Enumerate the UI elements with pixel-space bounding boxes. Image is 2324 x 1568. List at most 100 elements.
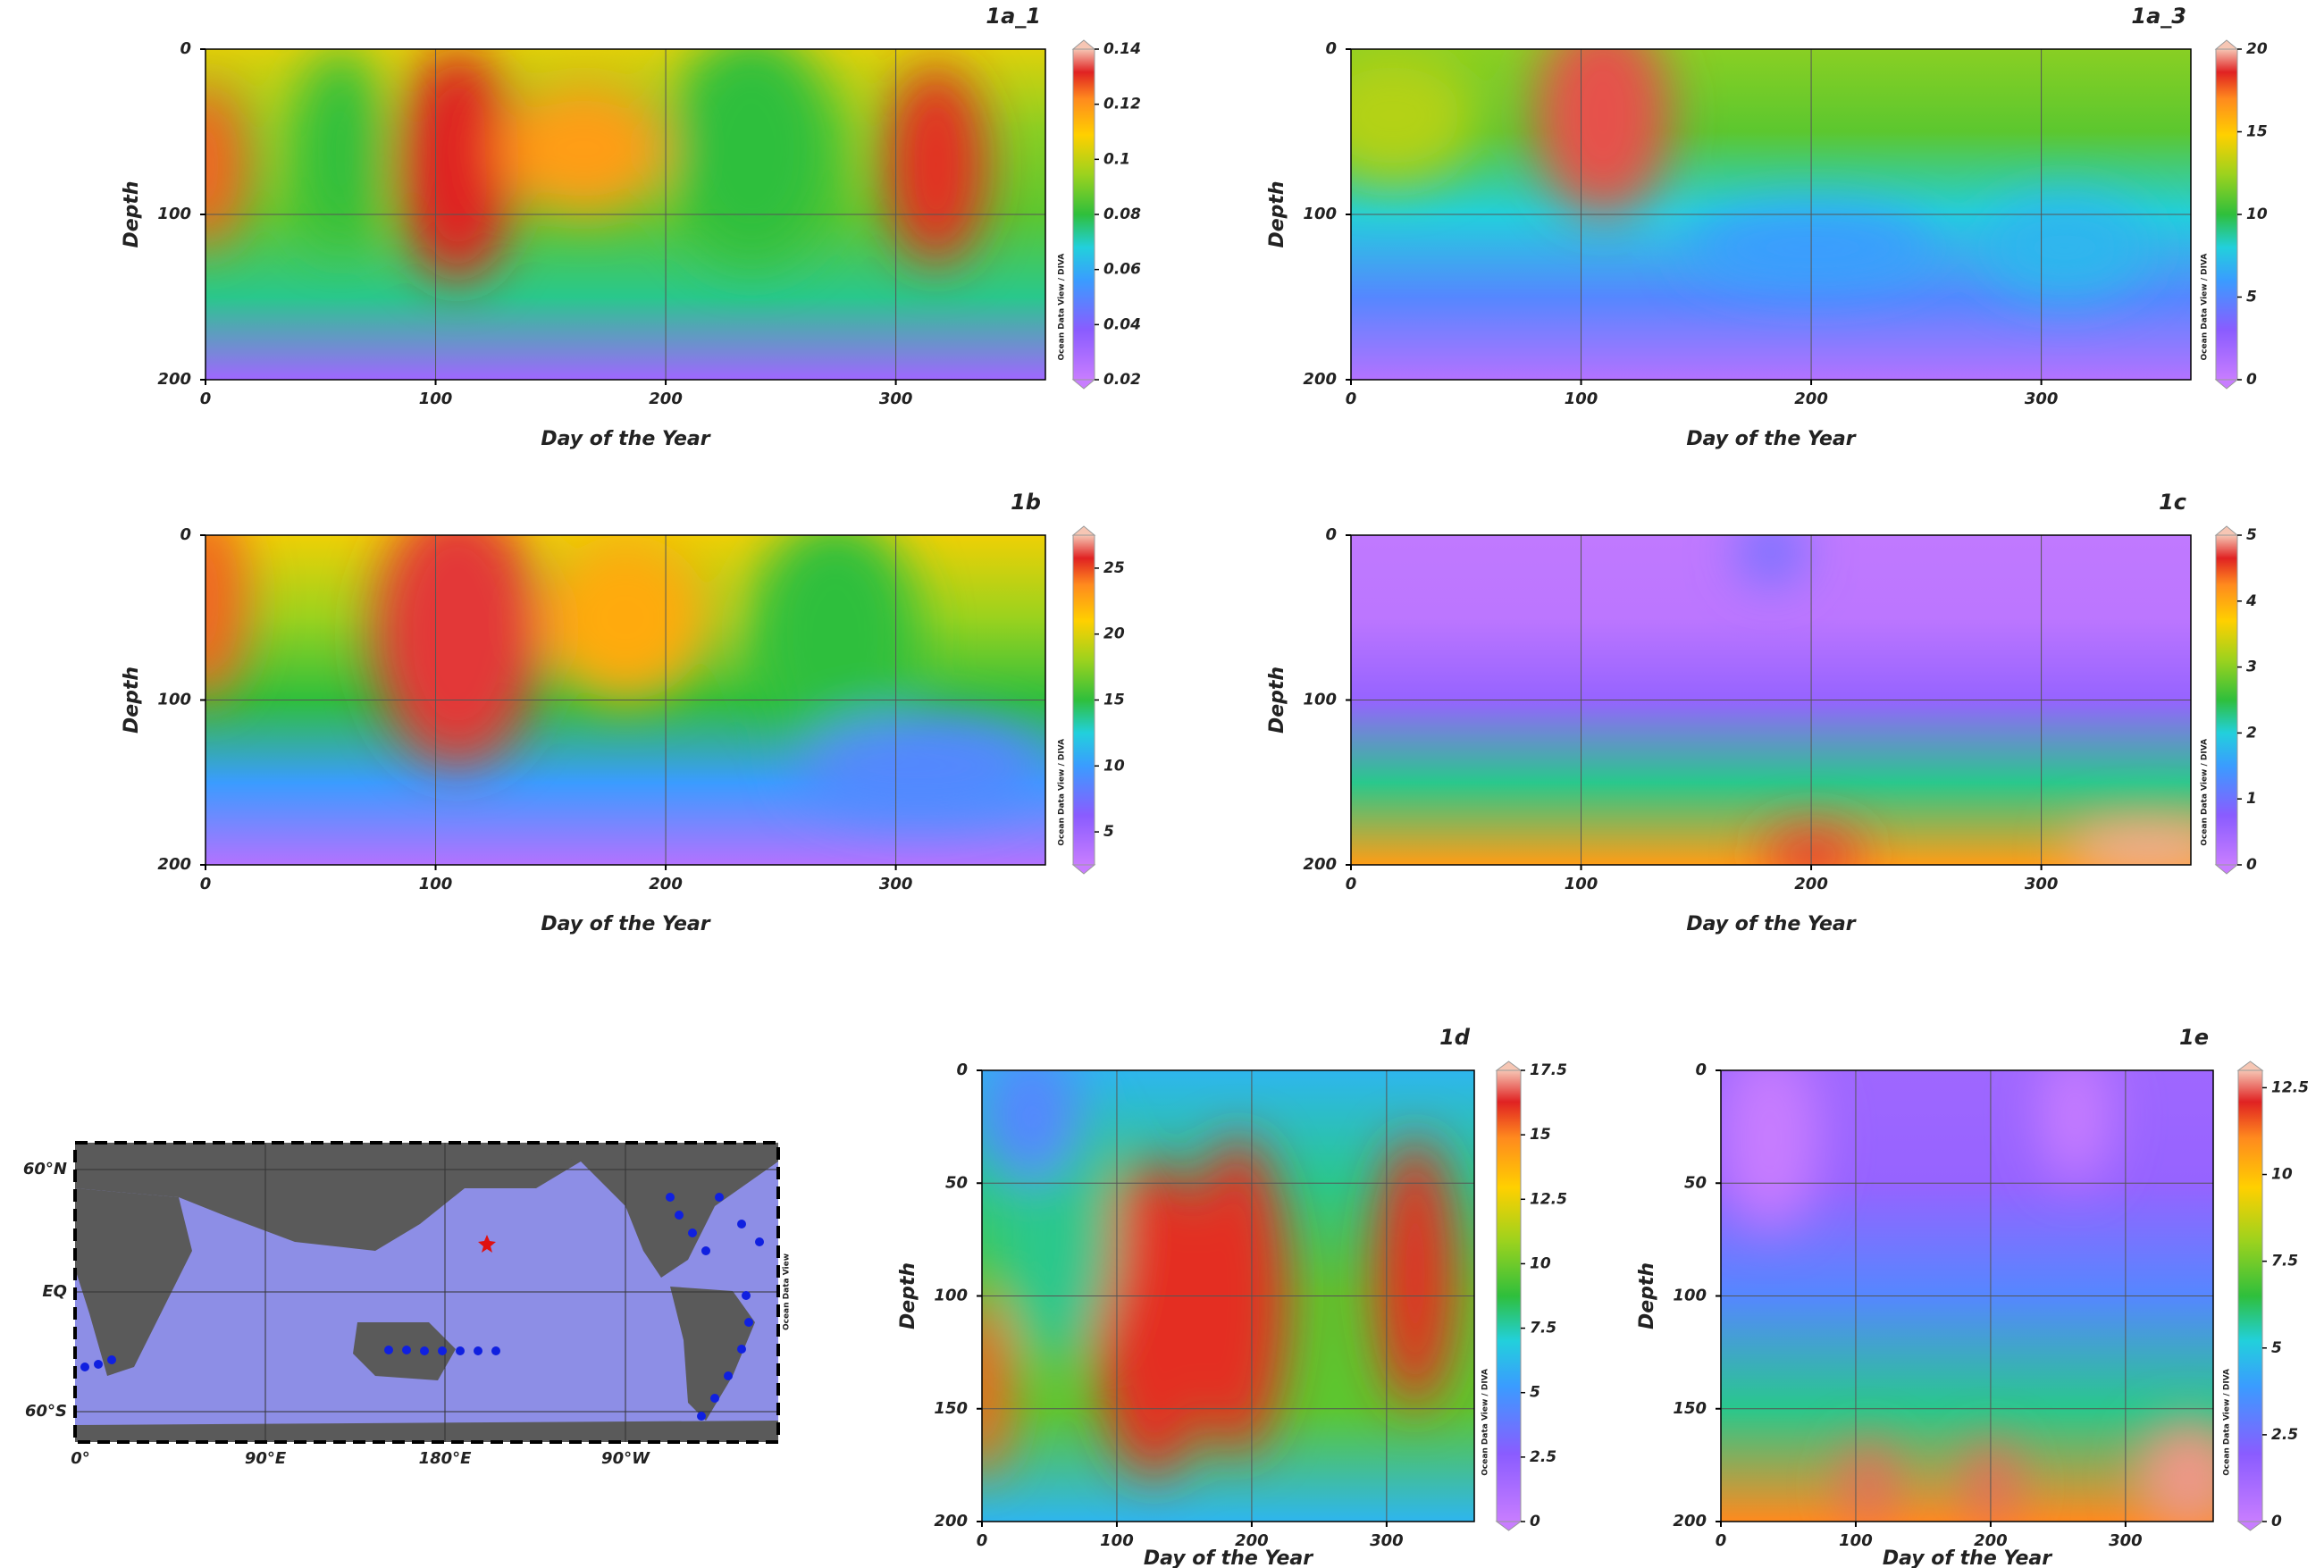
- field-blob: [1536, 16, 1670, 214]
- colorbar: [1073, 49, 1095, 380]
- colorbar: [1497, 1070, 1521, 1522]
- x-tick-label: 300: [879, 390, 913, 408]
- colorbar-cap: [2216, 526, 2237, 535]
- colorbar-tick-label: 5: [2246, 289, 2257, 306]
- x-tick-label: 300: [1370, 1531, 1404, 1550]
- colorbar-tick-label: 15: [2246, 123, 2268, 141]
- y-tick-label: 100: [157, 691, 191, 709]
- y-tick-label: 0: [180, 39, 191, 58]
- field-blob: [1967, 1440, 2017, 1530]
- y-tick-label: 200: [1303, 370, 1337, 389]
- colorbar-cap: [1073, 865, 1095, 874]
- field-blob: [399, 49, 516, 281]
- colorbar-cap: [1497, 1061, 1521, 1070]
- field-blob: [667, 33, 835, 264]
- x-tick-label: 300: [879, 875, 913, 893]
- y-tick-label: 100: [1303, 691, 1337, 709]
- x-tick-label: 0: [1346, 390, 1357, 408]
- x-tick-label: 100: [1839, 1531, 1873, 1550]
- colorbar-tick-label: 0: [1530, 1513, 1540, 1530]
- colorbar-tick-label: 15: [1530, 1126, 1551, 1144]
- y-axis-label: Depth: [897, 1262, 919, 1329]
- colorbar-cap: [2216, 380, 2237, 389]
- panel-title: 1c: [2159, 490, 2186, 515]
- field-blob: [1687, 208, 1939, 288]
- x-tick-label: 100: [419, 875, 453, 893]
- y-tick-label: 100: [157, 205, 191, 223]
- colorbar-tick-label: 2.5: [2271, 1426, 2298, 1444]
- colorbar-tick-label: 7.5: [2271, 1253, 2298, 1270]
- colorbar-cap: [1073, 380, 1095, 389]
- y-axis-label: Depth: [121, 667, 143, 734]
- colorbar-tick-label: 2: [2246, 724, 2257, 742]
- x-tick-label: 200: [1794, 875, 1828, 893]
- colorbar-tick-label: 4: [2245, 592, 2257, 610]
- x-axis-label: Day of the Year: [1883, 1547, 2052, 1568]
- color-field: [164, 502, 1045, 865]
- colorbar-credit: Ocean Data View / DIVA: [1058, 739, 1067, 846]
- lon-label: 90°W: [601, 1449, 650, 1468]
- field-blob: [1981, 198, 2149, 298]
- x-tick-label: 0: [977, 1531, 988, 1550]
- colorbar-tick-label: 5: [2246, 526, 2257, 544]
- contour-panel: 01002003000501001502001eDay of the YearD…: [1636, 1025, 2309, 1568]
- colorbar: [1073, 535, 1095, 865]
- field-blob: [751, 519, 919, 750]
- colorbar: [2238, 1070, 2262, 1522]
- figure: 60°N EQ 60°S 0° 90°E 180°E 90°W Ocean Da…: [0, 0, 2324, 1568]
- color-field: [952, 1048, 1474, 1522]
- colorbar-tick-label: 0.1: [1103, 150, 1130, 168]
- colorbar-cap: [2238, 1061, 2262, 1070]
- y-tick-label: 200: [934, 1512, 968, 1530]
- y-tick-label: 50: [1684, 1173, 1707, 1192]
- colorbar-tick-label: 5: [1103, 823, 1114, 841]
- x-axis-label: Day of the Year: [1144, 1547, 1313, 1568]
- colorbar-credit: Ocean Data View / DIVA: [1481, 1369, 1490, 1476]
- y-tick-label: 200: [1303, 855, 1337, 874]
- y-tick-label: 0: [1325, 525, 1337, 544]
- colorbar-tick-label: 7.5: [1530, 1320, 1556, 1337]
- colorbar-credit: Ocean Data View / DIVA: [2223, 1369, 2232, 1476]
- field-blob: [499, 82, 667, 214]
- color-field: [1309, 16, 2191, 380]
- panel-title: 1d: [1439, 1025, 1471, 1050]
- lon-label: 90°E: [245, 1449, 287, 1468]
- y-axis-label: Depth: [1266, 667, 1288, 734]
- y-tick-label: 200: [157, 855, 191, 874]
- colorbar-tick-label: 15: [1103, 692, 1125, 709]
- colorbar-cap: [1073, 40, 1095, 49]
- field-blob: [1309, 49, 1477, 181]
- x-tick-label: 0: [200, 875, 212, 893]
- x-axis-label: Day of the Year: [1686, 428, 1856, 450]
- y-tick-label: 0: [180, 525, 191, 544]
- field-blob: [1721, 1048, 1819, 1228]
- colorbar-tick-label: 0: [2271, 1513, 2282, 1530]
- colorbar-tick-label: 20: [1103, 625, 1125, 643]
- x-tick-label: 0: [1716, 1531, 1727, 1550]
- colorbar-tick-label: 12.5: [1530, 1190, 1567, 1208]
- x-tick-label: 200: [649, 390, 683, 408]
- x-tick-label: 300: [2025, 390, 2059, 408]
- map-credit: Ocean Data View: [783, 1254, 792, 1330]
- field-blob: [1844, 1440, 1893, 1530]
- y-tick-label: 150: [934, 1399, 968, 1418]
- y-tick-label: 150: [1673, 1399, 1707, 1418]
- lat-label: EQ: [42, 1282, 67, 1301]
- x-tick-label: 200: [649, 875, 683, 893]
- lat-label: 60°N: [23, 1160, 67, 1178]
- y-tick-label: 100: [1303, 205, 1337, 223]
- y-tick-label: 200: [1673, 1512, 1707, 1530]
- y-tick-label: 0: [1325, 39, 1337, 58]
- field-blob: [1763, 828, 1864, 881]
- colorbar-tick-label: 0.02: [1103, 371, 1141, 389]
- colorbar-tick-label: 10: [1103, 757, 1125, 775]
- colorbar-credit: Ocean Data View / DIVA: [2201, 254, 2210, 361]
- colorbar-tick-label: 10: [2271, 1166, 2293, 1184]
- y-axis-label: Depth: [1266, 180, 1288, 247]
- colorbar-cap: [1497, 1522, 1521, 1530]
- y-tick-label: 100: [934, 1287, 968, 1305]
- y-tick-label: 0: [956, 1061, 968, 1079]
